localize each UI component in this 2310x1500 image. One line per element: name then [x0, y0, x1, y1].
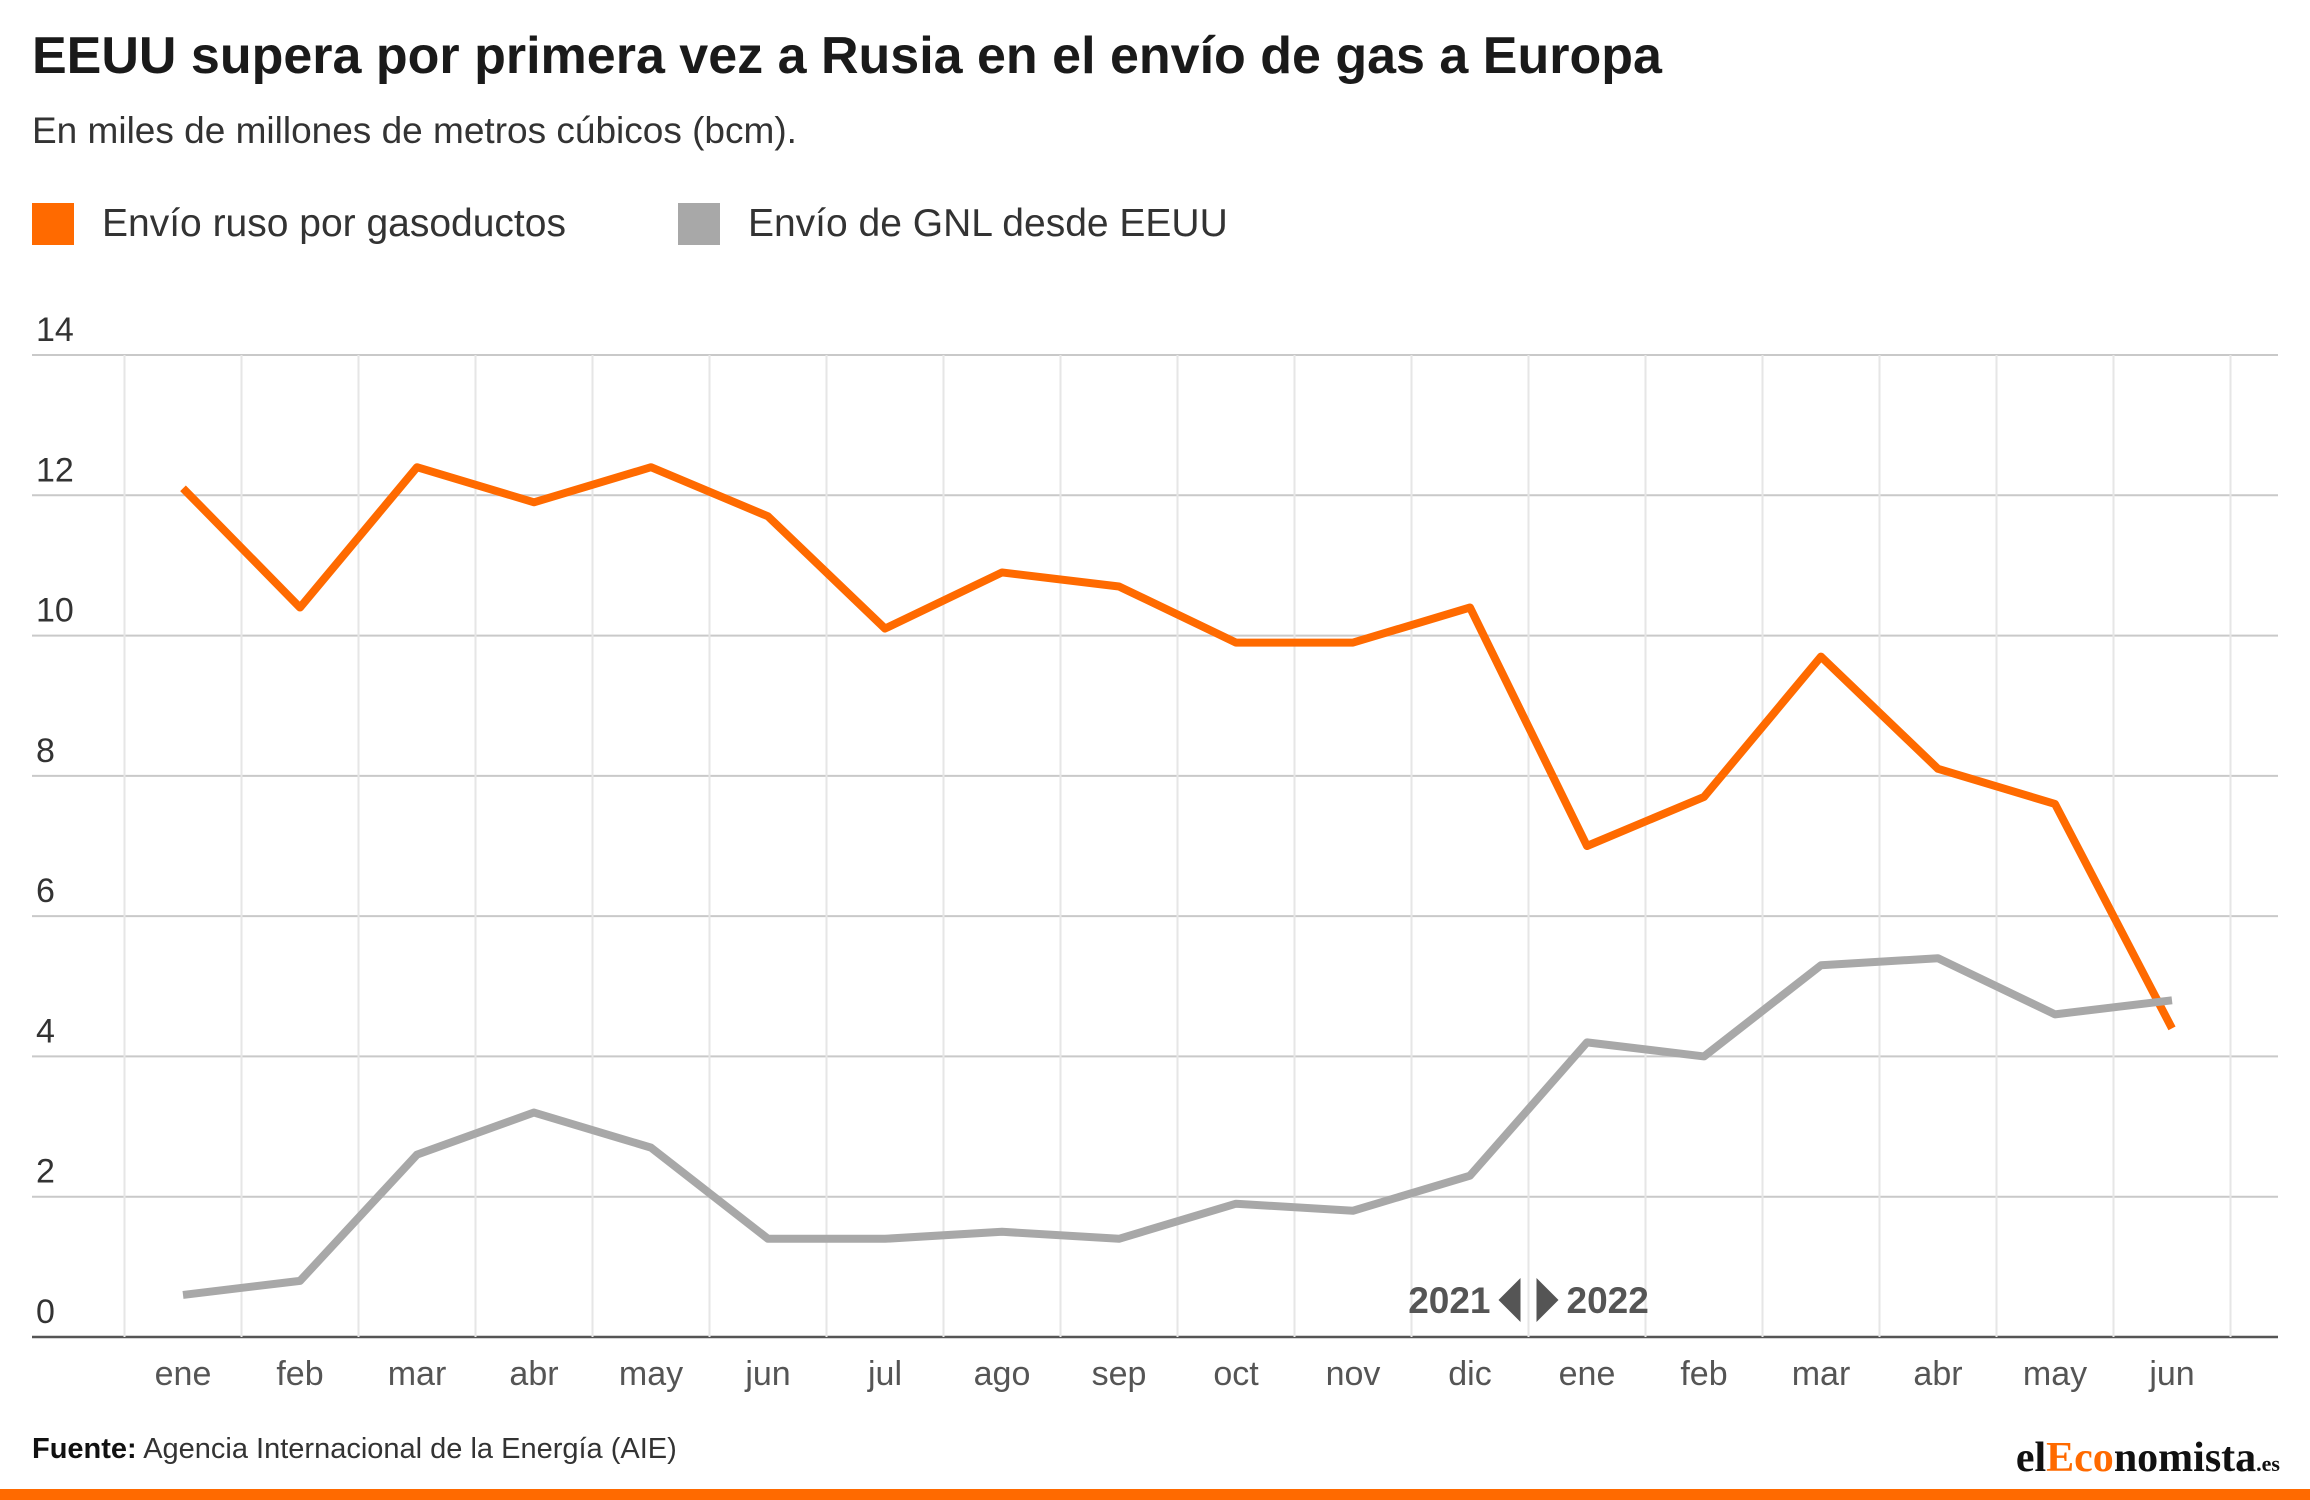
- arrow-right-icon: [1536, 1278, 1559, 1322]
- x-tick-label: jun: [744, 1355, 790, 1393]
- x-tick-label: ene: [1559, 1355, 1616, 1393]
- legend-swatch-usa: [677, 203, 720, 245]
- legend-label-russia: Envío ruso por gasoductos: [102, 202, 566, 245]
- legend: Envío ruso por gasoductos Envío de GNL d…: [32, 202, 1340, 246]
- x-tick-label: abr: [1913, 1355, 1962, 1393]
- year-label-2022: 2022: [1567, 1280, 1649, 1321]
- publisher-logo: elEconomista.es: [2015, 1435, 2280, 1481]
- x-tick-label: jul: [867, 1355, 902, 1393]
- source-note: Fuente: Agencia Internacional de la Ener…: [32, 1433, 677, 1466]
- x-tick-label: mar: [388, 1355, 447, 1393]
- x-tick-label: ago: [974, 1355, 1031, 1393]
- x-axis-labels: ene feb mar abr may jun jul ago sep oct nov dic ene f…: [155, 1355, 2195, 1393]
- line-chart: 0 2 4 6 8 10 12 14 ene feb mar abr may jun jul ago sep o…: [32, 311, 2278, 1393]
- y-tick-label: 6: [36, 872, 55, 910]
- x-tick-label: oct: [1213, 1355, 1259, 1393]
- arrow-left-icon: [1498, 1278, 1521, 1322]
- x-tick-label: may: [2023, 1355, 2087, 1393]
- y-tick-label: 12: [36, 451, 74, 489]
- series-lines: [180, 463, 2176, 1299]
- chart-subtitle: En miles de millones de metros cúbicos (…: [32, 110, 797, 151]
- year-marker: 2021 2022: [1408, 1278, 1649, 1322]
- x-tick-label: mar: [1792, 1355, 1851, 1393]
- x-tick-label: may: [619, 1355, 683, 1393]
- legend-label-usa: Envío de GNL desde EEUU: [747, 202, 1228, 245]
- legend-item-russia: Envío ruso por gasoductos: [32, 202, 566, 246]
- x-tick-label: dic: [1448, 1355, 1491, 1393]
- y-tick-label: 4: [36, 1012, 55, 1050]
- legend-swatch-russia: [32, 203, 74, 245]
- y-tick-label: 14: [36, 311, 74, 349]
- source-label: Fuente:: [32, 1433, 137, 1465]
- x-tick-label: abr: [509, 1355, 558, 1393]
- horizontal-gridlines: [32, 354, 2278, 1339]
- x-tick-label: jun: [2148, 1355, 2194, 1393]
- y-tick-label: 0: [36, 1293, 55, 1331]
- series-line-russia: [180, 463, 2176, 1031]
- year-label-2021: 2021: [1408, 1280, 1490, 1321]
- x-tick-label: sep: [1092, 1355, 1147, 1393]
- bottom-accent-rule: [0, 1489, 2310, 1500]
- x-tick-label: feb: [1680, 1355, 1727, 1393]
- source-text: Agencia Internacional de la Energía (AIE…: [143, 1433, 677, 1465]
- y-tick-label: 2: [36, 1153, 55, 1191]
- y-tick-label: 8: [36, 732, 55, 770]
- x-tick-label: feb: [276, 1355, 323, 1393]
- vertical-gridlines: [123, 355, 2232, 1337]
- x-tick-label: ene: [155, 1355, 212, 1393]
- series-line-usa: [182, 954, 2173, 1299]
- y-tick-label: 10: [36, 592, 74, 630]
- x-tick-label: nov: [1326, 1355, 1381, 1393]
- chart-title: EEUU supera por primera vez a Rusia en e…: [32, 27, 1662, 85]
- y-axis-labels: 0 2 4 6 8 10 12 14: [36, 311, 74, 1331]
- legend-item-usa: Envío de GNL desde EEUU: [677, 202, 1228, 246]
